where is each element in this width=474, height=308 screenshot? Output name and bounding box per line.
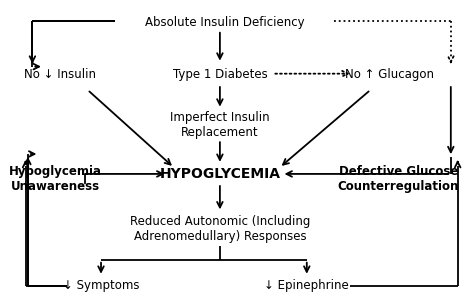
- Text: No ↓ Insulin: No ↓ Insulin: [24, 68, 96, 81]
- Text: ↓ Symptoms: ↓ Symptoms: [63, 279, 139, 292]
- Text: Type 1 Diabetes: Type 1 Diabetes: [173, 68, 267, 81]
- Text: Hypoglycemia
Unawareness: Hypoglycemia Unawareness: [9, 164, 102, 192]
- Text: HYPOGLYCEMIA: HYPOGLYCEMIA: [159, 167, 281, 181]
- Text: ↓ Epinephrine: ↓ Epinephrine: [264, 279, 349, 292]
- Text: Imperfect Insulin
Replacement: Imperfect Insulin Replacement: [170, 111, 270, 139]
- Text: Reduced Autonomic (Including
Adrenomedullary) Responses: Reduced Autonomic (Including Adrenomedul…: [130, 215, 310, 243]
- Text: Defective Glucose
Counterregulation: Defective Glucose Counterregulation: [337, 164, 459, 192]
- Text: Absolute Insulin Deficiency: Absolute Insulin Deficiency: [145, 16, 304, 29]
- Text: No ↑ Glucagon: No ↑ Glucagon: [345, 68, 434, 81]
